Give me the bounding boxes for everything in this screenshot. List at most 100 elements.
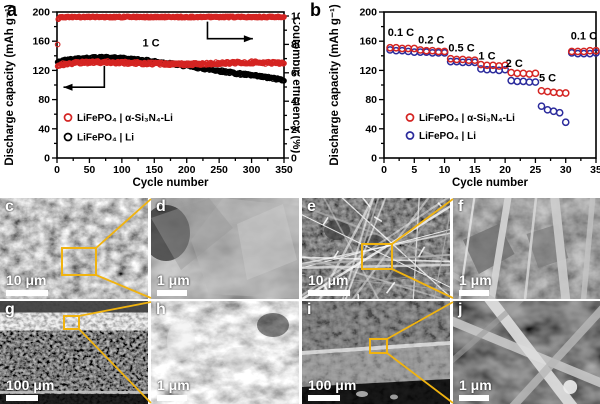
sem-label-d: d: [156, 198, 166, 215]
texture-shape: [151, 205, 190, 261]
texture-shape: [0, 301, 148, 314]
texture-shape: [167, 321, 195, 361]
sem-label-j: j: [458, 301, 463, 318]
texture-shape: [257, 313, 289, 337]
svg-text:60: 60: [291, 67, 300, 79]
legend-label: LiFePO₄ | Li: [77, 133, 134, 144]
svg-text:160: 160: [32, 36, 50, 48]
legend-marker: [63, 113, 73, 122]
legend-marker: [63, 132, 73, 142]
y-axis-label: Discharge capacity (mAh g⁻¹): [4, 4, 16, 166]
svg-text:300: 300: [243, 164, 261, 176]
rate-label: 0.1 C: [388, 27, 414, 39]
series-1: [54, 58, 287, 70]
svg-text:0: 0: [291, 153, 297, 165]
rate-label: 0.5 C: [448, 42, 474, 54]
sem-image-grid: c 10 μm d 1 μm e: [0, 198, 600, 404]
scale-text: 1 μm: [157, 272, 190, 289]
scale-text: 1 μm: [157, 377, 190, 394]
texture-shape: [0, 394, 148, 404]
axis-arrow: [206, 21, 253, 43]
svg-text:350: 350: [275, 164, 293, 176]
scale-bar: [459, 290, 489, 296]
svg-text:0: 0: [44, 153, 50, 165]
svg-text:200: 200: [178, 164, 196, 176]
svg-text:0: 0: [54, 164, 60, 176]
sem-panel-e: e 10 μm: [302, 198, 450, 299]
x-axis-label: Cycle number: [452, 177, 529, 189]
scale-bar-i: 100 μm: [308, 378, 356, 401]
texture-shape: [223, 347, 255, 371]
sem-label-h: h: [156, 301, 166, 318]
svg-text:80: 80: [38, 94, 50, 106]
scale-bar-f: 1 μm: [459, 273, 492, 296]
scale-bar: [459, 395, 489, 401]
texture-shape: [390, 394, 398, 400]
legend-label: LiFePO₄ | Li: [419, 131, 476, 142]
rate-label: 2 C: [506, 58, 523, 70]
fiber-closeup: [453, 198, 596, 299]
legend-marker: [405, 113, 415, 122]
svg-text:40: 40: [291, 96, 300, 108]
scale-bar: [6, 290, 48, 296]
scale-bar-c: 10 μm: [6, 273, 48, 296]
sem-panel-i: i 100 μm: [302, 301, 450, 404]
scale-text: 100 μm: [6, 377, 55, 394]
svg-text:20: 20: [291, 124, 300, 136]
scale-bar: [308, 395, 340, 401]
sem-panel-d: d 1 μm: [151, 198, 299, 299]
panel-b-chart: b 0 5 10 15 20 25 30 35 0 40 80 120 160 200 Cycle numb…: [300, 0, 600, 198]
svg-text:40: 40: [365, 123, 377, 135]
texture-shape: [0, 314, 148, 329]
scale-bar-g: 100 μm: [6, 378, 54, 401]
rate-label: 5 C: [539, 72, 556, 84]
svg-text:10: 10: [439, 164, 451, 176]
texture-shape: [356, 391, 368, 397]
svg-text:80: 80: [365, 94, 377, 106]
texture-shape: [0, 391, 148, 394]
sem-label-g: g: [5, 301, 15, 318]
svg-text:35: 35: [590, 164, 600, 176]
svg-text:50: 50: [84, 164, 96, 176]
panel-a-letter: a: [7, 0, 18, 20]
texture-shape: [191, 198, 299, 299]
svg-text:25: 25: [530, 164, 542, 176]
sem-image-d: [151, 198, 299, 299]
cycling-stability-plot: 0 50 100 150 200 250 300 3500408012016020002040…: [4, 4, 300, 189]
svg-text:100: 100: [113, 164, 131, 176]
rate-capability-plot: 0 5 10 15 20 25 30 35 0 40 80 120 160 200 Cycle number…: [329, 4, 600, 189]
scale-bar: [157, 290, 187, 296]
scale-text: 1 μm: [459, 272, 492, 289]
scale-text: 100 μm: [308, 377, 357, 394]
sem-panel-g: g 100 μm: [0, 301, 148, 404]
svg-text:0: 0: [371, 153, 377, 165]
panel-b-letter: b: [310, 0, 321, 20]
sem-panel-c: c 10 μm: [0, 198, 148, 299]
svg-text:250: 250: [210, 164, 228, 176]
scale-text: 10 μm: [6, 272, 47, 289]
sem-image-f: [453, 198, 600, 299]
scale-bar-j: 1 μm: [459, 378, 492, 401]
texture-shape: [237, 204, 297, 280]
scale-text: 1 μm: [459, 377, 492, 394]
annotation: 1 C: [142, 37, 159, 49]
svg-text:5: 5: [411, 164, 417, 176]
scale-bar-h: 1 μm: [157, 378, 190, 401]
legend-label: LiFePO₄ | α-Si₃N₄-Li: [77, 113, 173, 124]
svg-text:80: 80: [291, 39, 300, 51]
rate-label: 1 C: [478, 50, 495, 62]
sem-label-e: e: [307, 198, 316, 215]
scale-text: 10 μm: [308, 272, 349, 289]
scale-bar: [157, 395, 187, 401]
rate-label: 0.1 C: [571, 31, 597, 43]
x-axis-label: Cycle number: [132, 177, 209, 189]
sem-panel-f: f 1 μm: [453, 198, 600, 299]
y-axis-label: Discharge capacity (mAh g⁻¹): [329, 4, 341, 166]
series-1: [386, 43, 600, 97]
scale-bar-e: 10 μm: [308, 273, 350, 296]
scale-bar: [6, 395, 38, 401]
axes: 0 50 100 150 200 250 300 3500408012016020002040…: [32, 7, 300, 177]
sem-label-i: i: [307, 301, 312, 318]
svg-text:100: 100: [291, 11, 300, 23]
